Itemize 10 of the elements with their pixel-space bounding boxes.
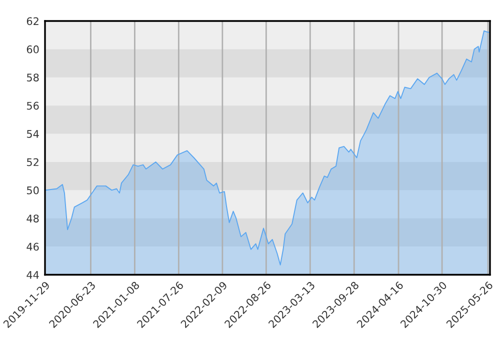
y-tick-label: 56 <box>26 102 39 110</box>
y-tick-label: 52 <box>26 158 38 166</box>
y-tick-label: 60 <box>26 45 39 54</box>
y-tick-label: 62 <box>26 17 38 26</box>
y-tick-label: 44 <box>26 271 39 279</box>
y-tick-label: 54 <box>26 130 39 138</box>
y-tick-label: 46 <box>26 242 39 251</box>
y-tick-label: 58 <box>26 74 39 82</box>
y-tick-label: 48 <box>26 214 39 222</box>
y-tick-label: 50 <box>26 186 39 194</box>
